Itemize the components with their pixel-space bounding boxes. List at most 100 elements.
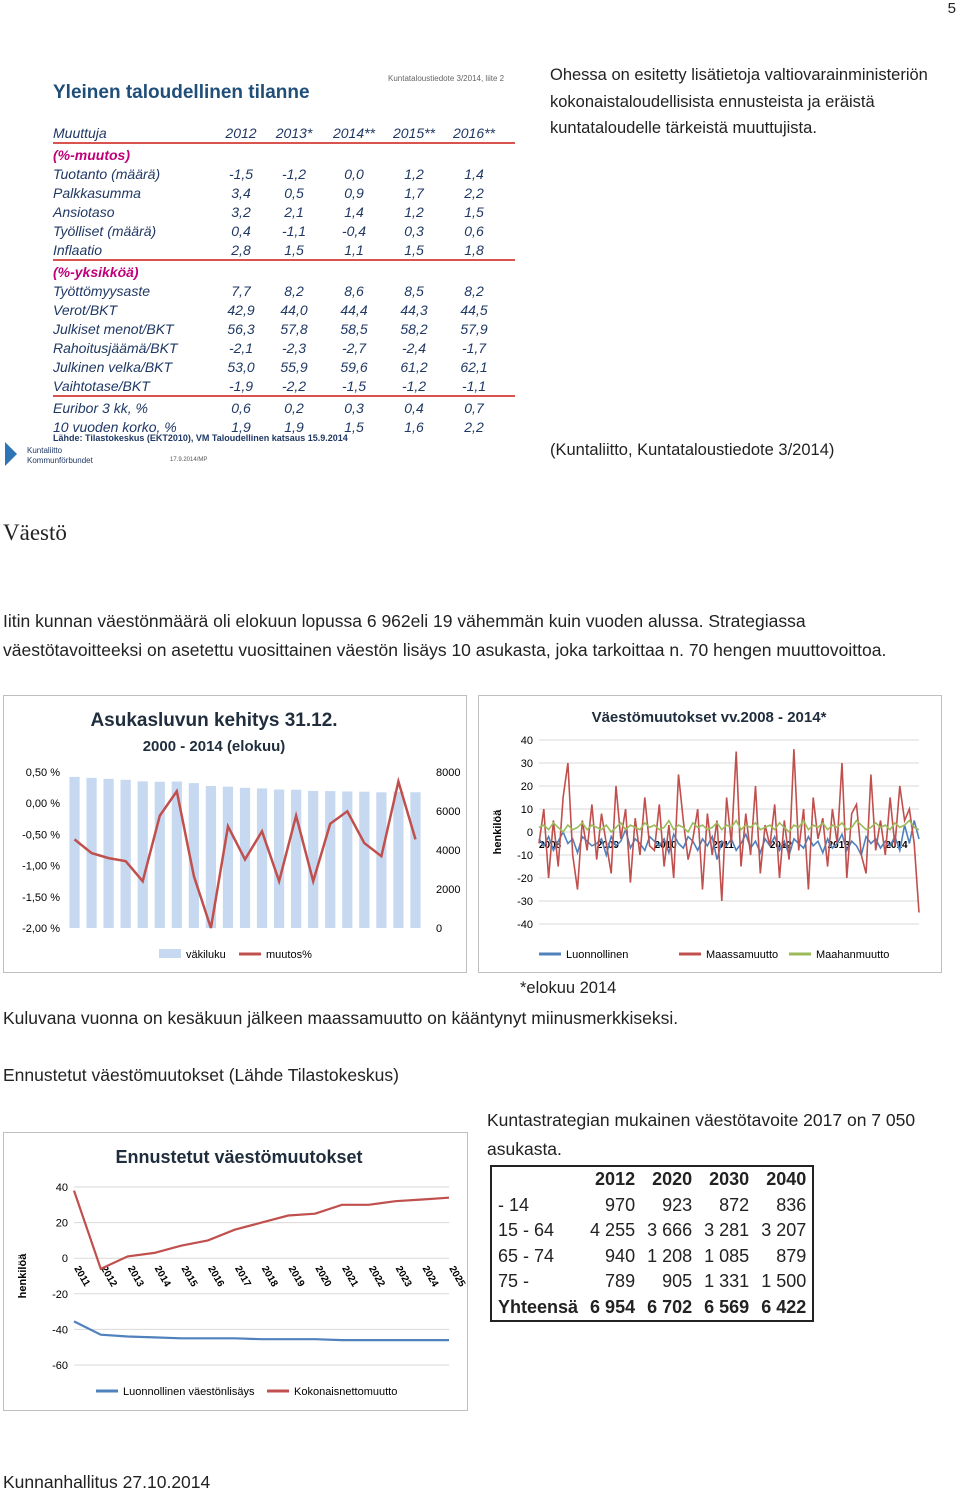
row-label: 75 - [498, 1271, 530, 1292]
bar [256, 788, 268, 928]
x-tick-label: 2022 [366, 1264, 387, 1289]
header-cell: 2020 [652, 1169, 693, 1190]
y-tick-label: 10 [521, 804, 533, 816]
table-cell: 1,5 [284, 242, 304, 258]
logo: Kuntaliitto Kommunförbundet [27, 446, 93, 466]
table-row: Ansiotaso 3,2 2,1 1,4 1,2 1,5 [53, 203, 513, 222]
table-cell: 879 [776, 1245, 807, 1266]
chart-title: Asukasluvun kehitys 31.12. [90, 710, 337, 731]
table-cell: 1,5 [464, 204, 484, 220]
population-chart: Asukasluvun kehitys 31.12. 2000 - 2014 (e… [3, 695, 467, 973]
legend-label: Luonnollinen väestönlisäys [123, 1386, 255, 1398]
intro-text: Ohessa on esitetty lisätietoja valtiovar… [550, 66, 928, 137]
section-title: (%-yksikköä) [53, 263, 513, 282]
x-tick-label: 2024 [420, 1264, 441, 1289]
y-tick-label: 0 [62, 1253, 68, 1265]
row-label: 65 - 74 [498, 1245, 555, 1266]
divider [53, 395, 515, 397]
x-tick-label: 2014 [152, 1264, 173, 1289]
table-cell: 970 [605, 1194, 636, 1215]
chart-title: Ennustetut väestömuutokset [115, 1147, 362, 1167]
x-tick-label: 2019 [286, 1264, 307, 1289]
logo-line: Kommunförbundet [27, 456, 93, 465]
table-cell: 56,3 [227, 321, 255, 337]
footer: Kunnanhallitus 27.10.2014 [3, 1472, 211, 1492]
table-cell: 0,0 [344, 166, 364, 182]
table-cell: 1,9 [231, 419, 251, 435]
row-label: Rahoitusjäämä/BKT [53, 340, 178, 356]
table-cell: 44,3 [400, 302, 428, 318]
y-tick-label: -2,00 % [22, 923, 60, 935]
table-cell: -1,5 [341, 378, 367, 394]
row-label: Verot/BKT [53, 302, 118, 318]
y-tick-label: -60 [52, 1360, 68, 1372]
data-line [538, 749, 920, 913]
change-chart: Väestömuutokset vv.2008 - 2014* henkilöä -… [478, 695, 942, 973]
bar [171, 781, 182, 928]
row-label: 15 - 64 [498, 1220, 555, 1241]
section-label: (%-yksikköä) [53, 264, 139, 280]
x-tick-label: 2016 [205, 1264, 226, 1289]
data-line [72, 1190, 450, 1271]
table-cell: 0,6 [231, 400, 251, 416]
x-tick-label: 2020 [312, 1264, 333, 1289]
header-cell: 2040 [766, 1169, 807, 1190]
table-cell: 62,1 [460, 359, 488, 375]
bar [308, 790, 319, 928]
bar [273, 789, 285, 928]
table-cell: 59,6 [340, 359, 368, 375]
table-cell: 8,2 [464, 283, 484, 299]
table-row: Verot/BKT 42,9 44,0 44,4 44,3 44,5 [53, 301, 513, 320]
table-cell: 905 [662, 1271, 693, 1292]
table-cell: 836 [776, 1194, 807, 1215]
header-cell: 2012 [595, 1169, 636, 1190]
table-cell: 6 422 [761, 1296, 807, 1317]
stamp: 17.9.2014/MP [170, 457, 208, 463]
table-cell: -1,1 [461, 378, 487, 394]
table-cell: 8,2 [284, 283, 304, 299]
row-label: Julkinen velka/BKT [53, 359, 173, 375]
table-cell: 0,3 [344, 400, 364, 416]
page-number: 5 [947, 0, 956, 17]
legend-label: väkiluku [186, 949, 226, 961]
heading: Väestö [3, 520, 67, 545]
table-cell: 1,5 [404, 242, 424, 258]
y2-tick-label: 2000 [436, 884, 460, 896]
target-text: Kuntastrategian mukainen väestötavoite 2… [487, 1110, 916, 1159]
row-label: Euribor 3 kk, % [53, 400, 148, 416]
heading: Ennustetut väestömuutokset (Lähde Tilast… [3, 1065, 399, 1085]
bar [137, 781, 148, 928]
table-cell: 1,4 [344, 204, 364, 220]
table-cell: 61,2 [400, 359, 428, 375]
data-line [538, 818, 920, 834]
table-row: Julkinen velka/BKT 53,0 55,9 59,6 61,2 62,1 [53, 358, 513, 377]
table-cell: 44,0 [280, 302, 308, 318]
bar [205, 786, 217, 928]
table-row: Julkiset menot/BKT 56,3 57,8 58,5 58,2 57,9 [53, 320, 513, 339]
table-cell: 44,5 [460, 302, 488, 318]
table-cell: -1,5 [228, 166, 254, 182]
y-tick-label: -1,00 % [22, 861, 60, 873]
table-cell: -2,4 [401, 340, 427, 356]
table-cell: 1 331 [704, 1271, 750, 1292]
header-row: 2012 2020 2030 2040 [491, 1166, 813, 1193]
table-row: Euribor 3 kk, % 0,6 0,2 0,3 0,4 0,7 [53, 399, 513, 418]
table-cell: 3,4 [231, 185, 251, 201]
divider [53, 259, 515, 261]
x-tick-label: 2013 [125, 1264, 146, 1289]
y-tick-label: 0,50 % [26, 767, 60, 779]
logo-mark [5, 442, 17, 466]
table-cell: 2016** [452, 125, 496, 141]
table-cell: 57,9 [460, 321, 488, 337]
data-line [538, 820, 920, 860]
y-tick-label: -1,50 % [22, 892, 60, 904]
bar [291, 789, 302, 928]
table-cell: 58,5 [340, 321, 368, 337]
population-table: 2012 2020 2030 2040 - 14 970 923 872 836 15 - 64 4… [490, 1165, 815, 1322]
table-row: 65 - 74 940 1 208 1 085 879 [491, 1244, 813, 1270]
legend-label: muutos% [266, 949, 312, 961]
bar [154, 781, 165, 928]
table-cell: 872 [719, 1194, 750, 1215]
table-cell: 3 207 [761, 1220, 807, 1241]
y-tick-label: -20 [52, 1289, 68, 1301]
